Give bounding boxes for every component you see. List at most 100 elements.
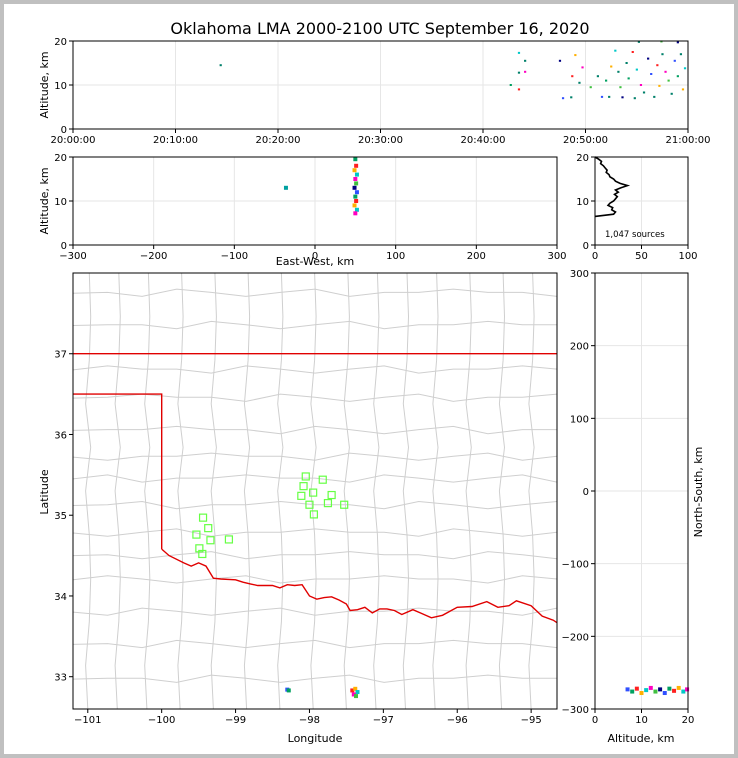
time-height-source-point (633, 97, 636, 100)
ns-height-source-point (648, 685, 653, 690)
lma-station-marker (318, 475, 327, 484)
histogram-count-tick-label: 0 (592, 251, 598, 262)
state-boundaries (73, 353, 557, 624)
county-boundary (432, 273, 439, 709)
county-boundary (144, 273, 151, 709)
time-height-source-point (578, 81, 581, 84)
time-height-source-point (596, 75, 599, 78)
time-height-ticks: 20:00:00 20:10:00 20:20:00 20:30:00 20:40:00… (51, 37, 711, 146)
time-height-source-point (681, 88, 685, 91)
plan-view-source-point (354, 694, 359, 699)
source-count-annotation: 1,047 sources (605, 230, 665, 240)
time-height-source-point (524, 59, 527, 62)
ew-height-panel: −300 −200 −100 0 100 200 300 0 10 20 Altitude, km… (38, 153, 567, 268)
ew-height-source-point (353, 194, 358, 199)
time-height-source-point (517, 88, 521, 91)
time-height-source-point (561, 97, 565, 100)
ns-height-source-point (685, 687, 690, 692)
lma-station-marker (192, 530, 201, 539)
ew-height-source-point (353, 177, 358, 181)
time-height-ylabel: Altitude, km (38, 51, 51, 118)
height-histogram-panel: 0 50 100 0 10 20 1,047 sources (576, 153, 697, 262)
histogram-altitude-tick-label: 20 (576, 153, 589, 164)
ns-height-source-point (667, 686, 672, 691)
time-height-source-point (589, 86, 592, 89)
altitude-tick-label: 0 (61, 125, 67, 136)
figure-title: Oklahoma LMA 2000-2100 UTC September 16,… (170, 19, 589, 38)
lma-station-marker (305, 500, 314, 509)
time-height-sources (219, 40, 687, 100)
plan-view-source-point (350, 688, 355, 693)
time-height-source-point (664, 70, 667, 73)
lma-figure: Oklahoma LMA 2000-2100 UTC September 16,… (38, 19, 711, 745)
time-height-source-point (676, 41, 679, 44)
time-height-source-point (667, 79, 670, 82)
panhandle-border (73, 393, 163, 550)
ns-height-source-point (681, 689, 686, 694)
ns-height-source-point (644, 688, 649, 693)
county-boundary (243, 273, 251, 709)
time-height-source-point (656, 64, 659, 67)
plan-view-frame (72, 272, 558, 710)
county-boundary (277, 273, 284, 709)
latitude-tick-label: 34 (54, 592, 67, 603)
county-boundary (343, 273, 350, 709)
lma-station-marker (198, 549, 207, 559)
time-height-source-point (670, 92, 673, 95)
time-height-grid (72, 40, 689, 130)
time-height-source-point (642, 91, 646, 94)
longitude-tick-label: −96 (447, 715, 468, 726)
ew-tick-label: 300 (547, 251, 566, 262)
time-height-source-point (558, 59, 562, 62)
longitude-tick-label: −100 (148, 715, 175, 726)
plan-view-source-point (351, 692, 356, 697)
county-boundary (310, 273, 317, 709)
county-boundary (73, 288, 557, 297)
ew-height-grid (72, 156, 558, 246)
lma-station-marker (301, 472, 310, 481)
ew-height-source-point (354, 172, 359, 177)
ns-height-grid (594, 272, 689, 710)
ew-height-sources (283, 157, 359, 216)
ew-height-ticks: −300 −200 −100 0 100 200 300 0 10 20 (54, 153, 566, 262)
lma-station-marker (309, 510, 318, 519)
time-tick-label: 20:50:00 (563, 135, 608, 146)
lma-stations (192, 472, 349, 559)
ns-height-source-point (630, 689, 635, 694)
time-tick-label: 20:30:00 (358, 135, 403, 146)
lma-station-marker (327, 490, 336, 500)
ew-height-source-point (354, 190, 359, 195)
ew-altitude-tick-label: 0 (61, 241, 67, 252)
latitude-tick-label: 37 (54, 350, 67, 361)
ns-tick-label: −100 (562, 560, 589, 571)
time-tick-label: 20:40:00 (461, 135, 506, 146)
ew-height-source-point (354, 207, 359, 212)
county-boundary (498, 273, 506, 709)
time-height-source-point (608, 95, 611, 98)
longitude-tick-label: −97 (373, 715, 394, 726)
histogram-ticks: 0 50 100 0 10 20 (576, 153, 697, 262)
ns-altitude-tick-label: 10 (635, 715, 648, 726)
lma-station-marker (224, 535, 234, 544)
ew-tick-label: −300 (59, 251, 86, 262)
plan-view-panel: −101 −100 −99 −98 −97 −96 −95 33 34 35 36 37 Latitu… (38, 272, 558, 745)
lma-station-marker (297, 491, 306, 500)
time-height-source-point (631, 51, 634, 53)
ns-tick-label: 100 (570, 414, 589, 425)
ew-height-source-point (353, 211, 358, 216)
ew-height-source-point (354, 163, 359, 168)
longitude-tick-label: −98 (299, 715, 320, 726)
ns-tick-label: −200 (562, 632, 589, 643)
time-height-source-point (219, 64, 222, 67)
time-height-source-point (679, 53, 683, 56)
figure-frame: Oklahoma LMA 2000-2100 UTC September 16,… (4, 4, 734, 754)
time-height-source-point (683, 67, 687, 70)
county-boundary (73, 425, 557, 435)
time-height-source-point (605, 79, 608, 82)
plan-view-ticks: −101 −100 −99 −98 −97 −96 −95 33 34 35 36 37 (54, 350, 541, 726)
lma-station-marker (309, 488, 318, 497)
ns-height-panel: 0 10 20 −300 −200 −100 0 100 200 300 North-South,… (562, 269, 705, 745)
time-height-source-point (517, 51, 521, 54)
ns-height-ylabel: North-South, km (692, 447, 705, 538)
time-height-source-point (524, 70, 527, 73)
